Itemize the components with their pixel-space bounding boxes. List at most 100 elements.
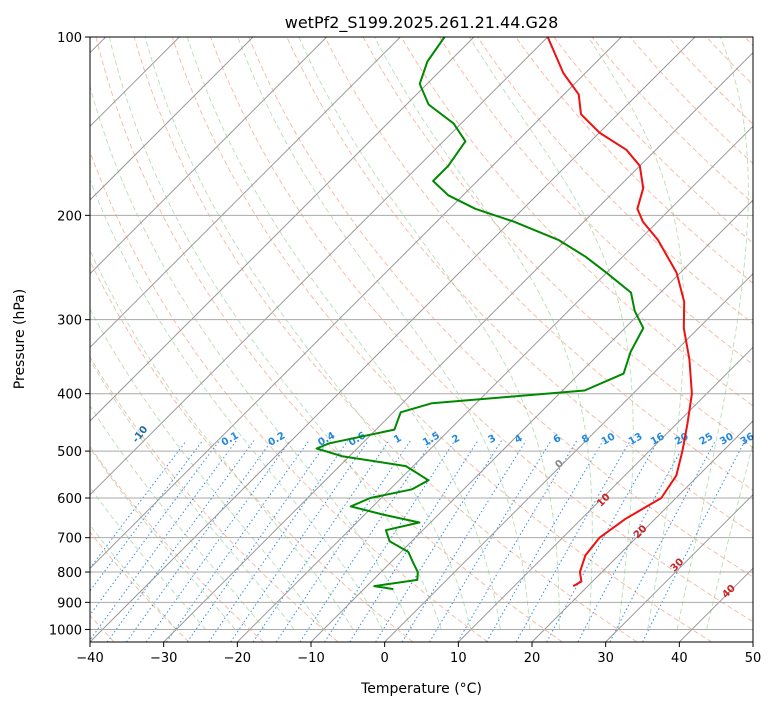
moist-adiabat [144,37,472,630]
mixing-ratio-label: 8 [580,433,592,446]
mixing-ratio-label: 36 [739,431,757,448]
mixing-ratio-label: 0.2 [266,430,287,448]
dry-adiabat [90,356,339,642]
mixing-ratio-label: 1.5 [421,430,442,448]
isotherm [457,346,753,642]
dry-adiabat [171,37,712,642]
y-tick-label: 600 [57,492,82,507]
plot-frame [89,36,754,643]
x-tick-label: 30 [597,651,614,666]
series-temperature [546,37,693,587]
mixing-ratio-line [275,440,411,642]
dry-adiabat [591,37,753,204]
dry-adiabat [400,37,753,407]
moist-adiabat [706,441,753,630]
dry-adiabat [90,445,264,642]
dry-adiabat [210,37,753,623]
moist-adiabat [298,37,560,630]
isotherm [90,37,475,422]
x-tick-label: 40 [671,651,688,666]
dry-adiabat [286,37,753,534]
isotherm [384,272,753,642]
x-tick-label: −10 [297,651,324,666]
mixing-ratio-line [642,440,746,642]
dry-adiabat [515,37,753,284]
isotherm [163,51,753,642]
moist-adiabat-label: 10 [595,492,613,510]
y-tick-label: 300 [57,314,82,329]
x-tick-label: −30 [150,651,177,666]
moist-adiabat [469,37,634,630]
y-axis-label: Pressure (hPa) [12,289,28,389]
mixing-ratio-line [324,440,456,642]
mixing-ratio-label: 3 [486,433,498,446]
moist-adiabat [587,37,685,630]
dry-adiabat [248,37,753,578]
y-tick-label: 400 [57,388,82,403]
dry-adiabat [90,531,190,642]
background-lines [90,37,753,642]
mixing-ratio-label: 4 [513,433,525,446]
mixing-ratio-line [457,440,578,642]
mixing-ratio-line [429,440,552,642]
y-tick-label: 500 [57,445,82,460]
y-tick-label: 900 [57,596,82,611]
moist-adiabat [90,178,383,630]
isotherm [90,37,622,570]
dry-adiabat [324,37,753,491]
dry-adiabat [744,37,753,47]
x-tick-label: 0 [381,651,389,666]
moist-adiabat [374,37,593,630]
x-tick-label: 10 [450,651,467,666]
chart-title: wetPf2_S199.2025.261.21.44.G28 [285,13,559,33]
y-tick-label: 800 [57,566,82,581]
mixing-ratio-line [90,440,220,616]
moist-adiabat [90,84,413,630]
mixing-ratio-label: 0.1 [220,430,241,448]
dry-adiabat [477,37,753,325]
dry-adiabat [95,37,563,642]
mixing-ratio-line [90,440,237,641]
mixing-ratio-line [486,440,604,642]
x-tick-label: −40 [76,651,103,666]
dry-adiabat [90,150,488,642]
mixing-ratio-line [126,440,273,642]
mixing-ratio-line [546,440,659,642]
moist-adiabat [237,37,531,630]
axes: −40 −30 −20 −10 0 10 20 30 40 5010020030040050060… [49,31,761,666]
isotherm [90,37,549,496]
moist-adiabat-label: 0 [553,458,566,471]
dry-adiabat [706,37,753,86]
isotherm [90,37,696,642]
isotherm [605,493,753,642]
mixing-ratio-line [230,440,369,642]
mixing-ratio-label: 16 [649,431,667,448]
isotherm [752,641,753,642]
moist-adiabat [186,37,501,630]
mixing-ratio-line [186,440,329,642]
x-tick-label: 50 [745,651,762,666]
y-tick-label: 100 [57,31,82,46]
isotherm [678,567,753,642]
moist-adiabat [90,249,354,630]
moist-adiabat [90,404,265,630]
x-axis-label: Temperature (°C) [360,681,482,697]
mixing-ratio-line [401,440,527,642]
y-tick-label: 1000 [49,623,82,638]
mixing-ratio-line [252,440,390,642]
isotherm [90,37,254,201]
mixing-ratio-label: 1 [392,433,404,446]
mixing-ratio-line [90,440,204,592]
mixing-ratio-line [515,440,631,642]
x-tick-label: 20 [524,651,541,666]
dry-adiabat [133,37,638,642]
dry-adiabat [668,37,753,125]
mixing-ratio-label: 6 [552,433,564,446]
dry-adiabat [553,37,753,244]
isotherm [310,199,753,642]
isotherm [90,37,328,275]
y-tick-label: 200 [57,209,82,224]
dry-adiabat [90,259,414,642]
mixing-ratio-line [106,440,255,642]
moist-adiabat [108,37,442,630]
